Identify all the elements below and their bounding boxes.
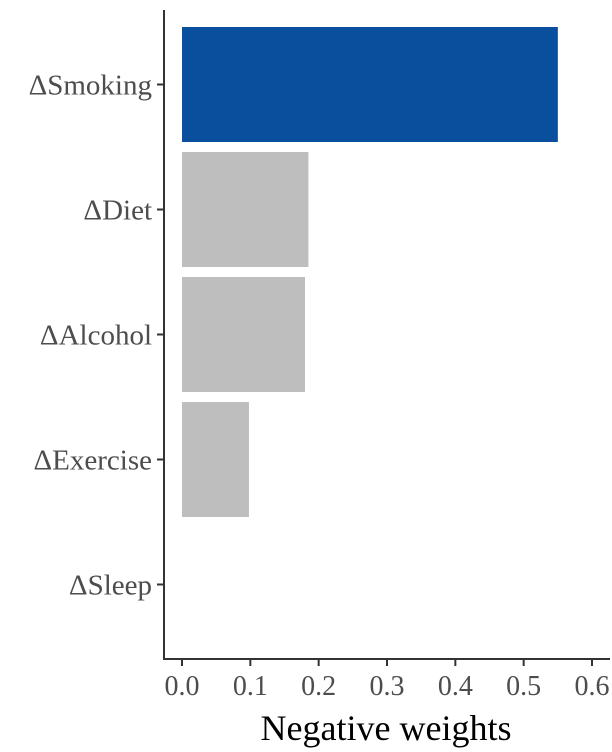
bar-alcohol [182, 277, 305, 392]
y-tick-label-diet: ΔDiet [83, 195, 152, 227]
x-tick-label-2: 0.2 [301, 671, 336, 702]
x-tick-label-5: 0.5 [506, 671, 541, 702]
y-tick-label-alcohol: ΔAlcohol [40, 320, 152, 352]
x-ticks-layer: 0.0 0.1 0.2 0.3 0.4 0.5 0.6 [165, 659, 610, 702]
x-axis-title: Negative weights [261, 708, 512, 748]
y-tick-label-sleep: ΔSleep [69, 570, 152, 602]
x-tick-label-0: 0.0 [165, 671, 200, 702]
y-tick-label-smoking: ΔSmoking [29, 70, 152, 102]
bars-layer [182, 27, 558, 517]
y-tick-label-exercise: ΔExercise [34, 445, 152, 477]
bar-diet [182, 152, 309, 267]
x-tick-label-6: 0.6 [575, 671, 610, 702]
y-ticks-layer: ΔSmoking ΔDiet ΔAlcohol ΔExercise ΔSleep [29, 70, 164, 602]
bar-smoking [182, 27, 558, 142]
x-tick-label-1: 0.1 [233, 671, 268, 702]
bar-exercise [182, 402, 249, 517]
x-tick-label-4: 0.4 [438, 671, 473, 702]
x-tick-label-3: 0.3 [370, 671, 405, 702]
